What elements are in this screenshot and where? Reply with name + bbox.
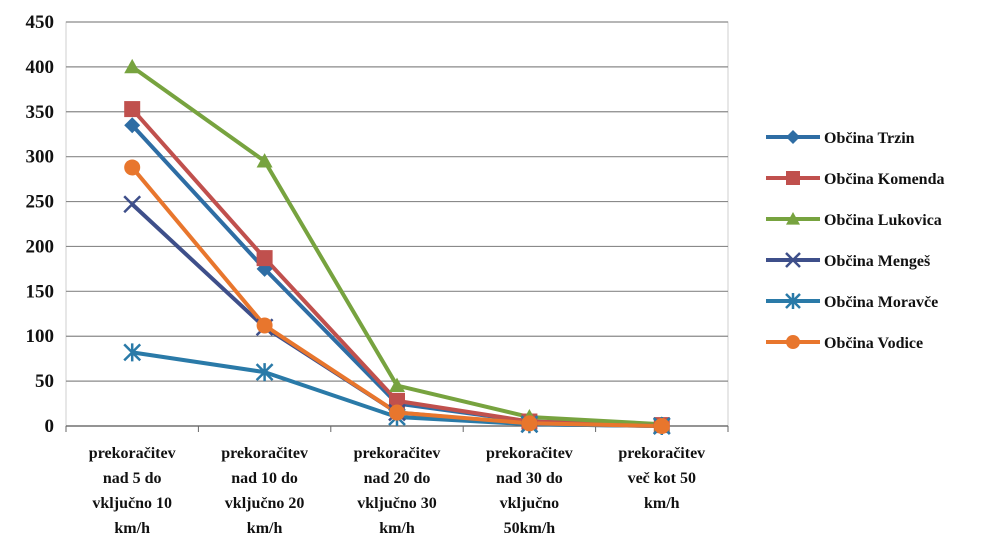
y-tick-label: 50 (35, 371, 54, 392)
x-tick-label: prekoračitev nad 5 do vključno 10 km/h (89, 445, 176, 537)
series-line (130, 202, 662, 428)
x-tick-label: prekoračitev nad 20 do vključno 30 km/h (354, 445, 441, 537)
legend-marker (786, 212, 800, 225)
data-point (389, 404, 405, 421)
y-tick-label: 200 (26, 236, 55, 257)
data-point (521, 415, 538, 432)
legend-label: Občina Lukovica (824, 212, 942, 229)
plot-area (65, 21, 729, 427)
legend-label: Občina Moravče (824, 294, 938, 311)
y-tick-label: 400 (26, 57, 55, 78)
data-point (124, 159, 141, 176)
legend-label: Občina Komenda (824, 171, 944, 188)
legend-label: Občina Vodice (824, 335, 923, 352)
y-tick-label: 350 (26, 102, 55, 123)
legend-marker (786, 171, 800, 185)
data-point (123, 343, 142, 362)
y-tick-label: 100 (26, 326, 55, 347)
data-point (389, 377, 405, 392)
y-tick-label: 300 (26, 147, 55, 168)
data-point (256, 250, 273, 267)
data-point (389, 392, 405, 409)
legend-marker (785, 293, 801, 309)
data-point (256, 153, 273, 168)
legend-marker (786, 335, 800, 349)
legend-label: Občina Mengeš (824, 253, 930, 270)
legend-marker (785, 252, 801, 268)
x-tick-label: prekoračitev nad 30 do vključno 50km/h (486, 445, 573, 537)
data-point (124, 101, 141, 118)
data-point (653, 418, 670, 434)
y-tick-label: 250 (26, 192, 55, 213)
data-point (123, 195, 142, 214)
x-tick-label: prekoračitev nad 10 do vključno 20 km/h (221, 445, 308, 537)
series-line (131, 65, 662, 427)
y-tick-label: 0 (45, 416, 55, 437)
data-point (124, 58, 141, 74)
legend-marker (786, 130, 800, 144)
x-tick-label: prekoračitev več kot 50 km/h (618, 445, 705, 512)
y-tick-label: 150 (26, 281, 55, 302)
data-point (124, 117, 141, 134)
y-tick-label: 450 (26, 12, 55, 33)
legend-label: Občina Trzin (824, 130, 915, 147)
data-point (256, 317, 273, 334)
data-point (255, 363, 274, 382)
